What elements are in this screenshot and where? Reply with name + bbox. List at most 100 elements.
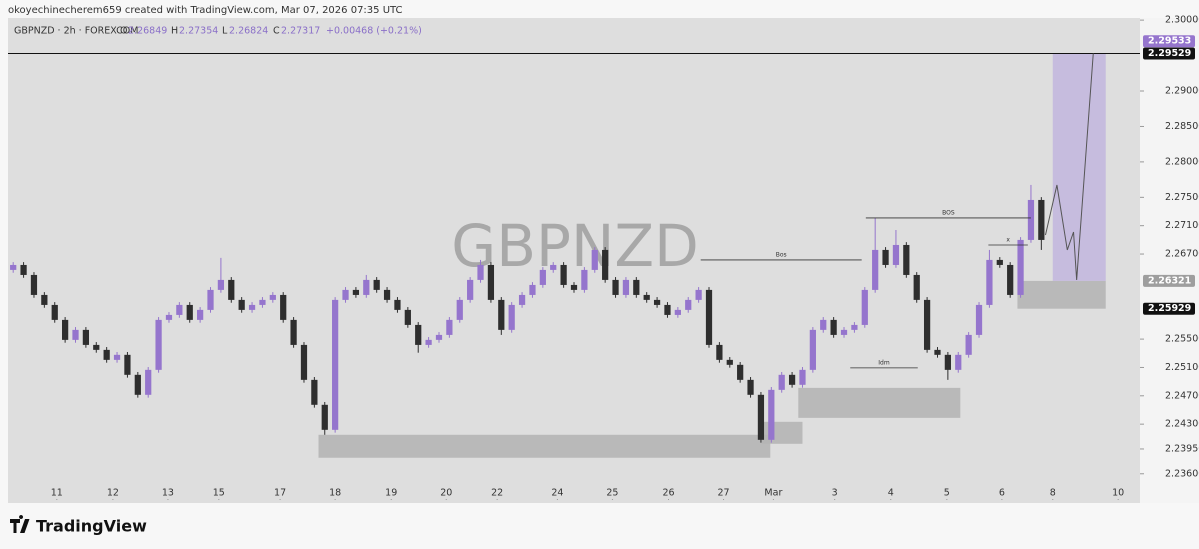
y-tick-label: 2.30000 <box>1165 15 1199 26</box>
price-badge <box>1143 302 1195 315</box>
candle-body <box>290 319 297 345</box>
y-tick-label: 2.25500 <box>1165 334 1199 345</box>
candle-body <box>477 264 484 280</box>
candle-body <box>352 289 360 295</box>
candle-body <box>913 274 920 300</box>
candle-body <box>103 349 110 360</box>
candle-body <box>923 299 931 350</box>
candle-body <box>1007 264 1014 295</box>
candle-body <box>602 249 609 280</box>
candle-body <box>768 389 775 440</box>
candle-body <box>165 314 173 320</box>
y-tick-label: 2.27100 <box>1165 220 1199 231</box>
candle-body <box>248 304 256 310</box>
candle-body <box>1027 199 1035 240</box>
price-badge <box>1143 47 1195 60</box>
y-tick-label: 2.29000 <box>1165 86 1199 97</box>
x-tick-label: 8 <box>1050 488 1056 499</box>
candle-body <box>560 264 567 285</box>
candle-body <box>809 329 816 370</box>
candle-body <box>415 324 422 345</box>
candle-body <box>726 359 733 365</box>
candle-body <box>113 354 121 360</box>
candle-body <box>581 269 588 290</box>
candle-body <box>529 284 536 295</box>
candle-body <box>965 334 972 355</box>
candle-body <box>197 309 204 320</box>
candle-body <box>685 299 692 310</box>
candle-body <box>788 374 796 385</box>
price-badge <box>1143 35 1195 48</box>
candle-body <box>373 279 380 290</box>
candle-body <box>861 289 868 325</box>
candle-body <box>570 284 578 290</box>
candle-body <box>435 334 443 340</box>
candle-body <box>975 304 983 335</box>
candle-body <box>332 299 339 430</box>
y-tick-label: 2.24300 <box>1165 419 1199 430</box>
legend-value: 2.27354 <box>179 26 218 37</box>
y-tick-label: 2.24700 <box>1165 390 1199 401</box>
candle-body <box>269 294 276 300</box>
annotation-label: Bos <box>776 251 787 258</box>
price-badge <box>1143 274 1195 287</box>
candle-body <box>228 279 235 300</box>
candle-body <box>622 279 630 295</box>
brand-name: TradingView <box>36 517 147 536</box>
candle-body <box>467 279 474 300</box>
candle-body <box>612 279 619 295</box>
legend-label: H <box>171 26 178 37</box>
x-tick-label: 5 <box>944 488 950 499</box>
annotation-label: x <box>1006 236 1010 243</box>
price-badge-label: 2.29533 <box>1148 36 1191 47</box>
candle-body <box>259 299 266 305</box>
x-tick-label: Mar <box>764 488 782 499</box>
candle-body <box>155 319 162 370</box>
x-tick-label: 18 <box>329 488 341 499</box>
candle-body <box>383 289 391 300</box>
candle-body <box>591 249 598 270</box>
candle-body <box>695 289 702 300</box>
x-tick-label: 20 <box>440 488 452 499</box>
y-tick-label: 2.23600 <box>1165 468 1199 479</box>
candle-body <box>757 394 765 440</box>
legend-value: 2.26849 <box>128 26 167 37</box>
zone <box>761 421 803 444</box>
candle-body <box>1017 239 1024 295</box>
candle-body <box>238 299 245 310</box>
candle-body <box>820 319 827 330</box>
candle-body <box>82 329 90 345</box>
x-tick-label: 6 <box>999 488 1005 499</box>
candle-body <box>145 369 152 395</box>
annotation-label: BOS <box>942 209 955 216</box>
x-tick-label: 22 <box>491 488 503 499</box>
legend-change: +0.00468 (+0.21%) <box>326 26 422 37</box>
candle-body <box>72 329 79 340</box>
candle-body <box>10 264 17 270</box>
candle-body <box>633 279 640 295</box>
candle-body <box>446 319 453 335</box>
y-tick-label: 2.26700 <box>1165 249 1199 260</box>
candle-body <box>653 299 661 305</box>
candle-body <box>840 329 848 335</box>
projection-path <box>1045 53 1094 280</box>
candle-body <box>882 249 889 265</box>
candle-body <box>747 379 754 395</box>
candle-body <box>134 374 141 395</box>
x-tick-label: 17 <box>274 488 286 499</box>
x-tick-label: 26 <box>662 488 674 499</box>
candle-body <box>518 294 526 305</box>
legend-value: 2.27317 <box>281 26 320 37</box>
candle-body <box>425 339 432 345</box>
candle-body <box>176 304 183 315</box>
price-badge-label: 2.26321 <box>1148 275 1191 286</box>
candle-body <box>487 264 495 300</box>
candle-body <box>550 264 557 270</box>
x-tick-label: 15 <box>213 488 225 499</box>
candle-body <box>280 294 287 320</box>
x-tick-label: 10 <box>1112 488 1124 499</box>
zone <box>798 387 961 418</box>
candle-body <box>404 309 411 325</box>
candle-body <box>851 324 858 330</box>
candle-body <box>944 354 951 370</box>
